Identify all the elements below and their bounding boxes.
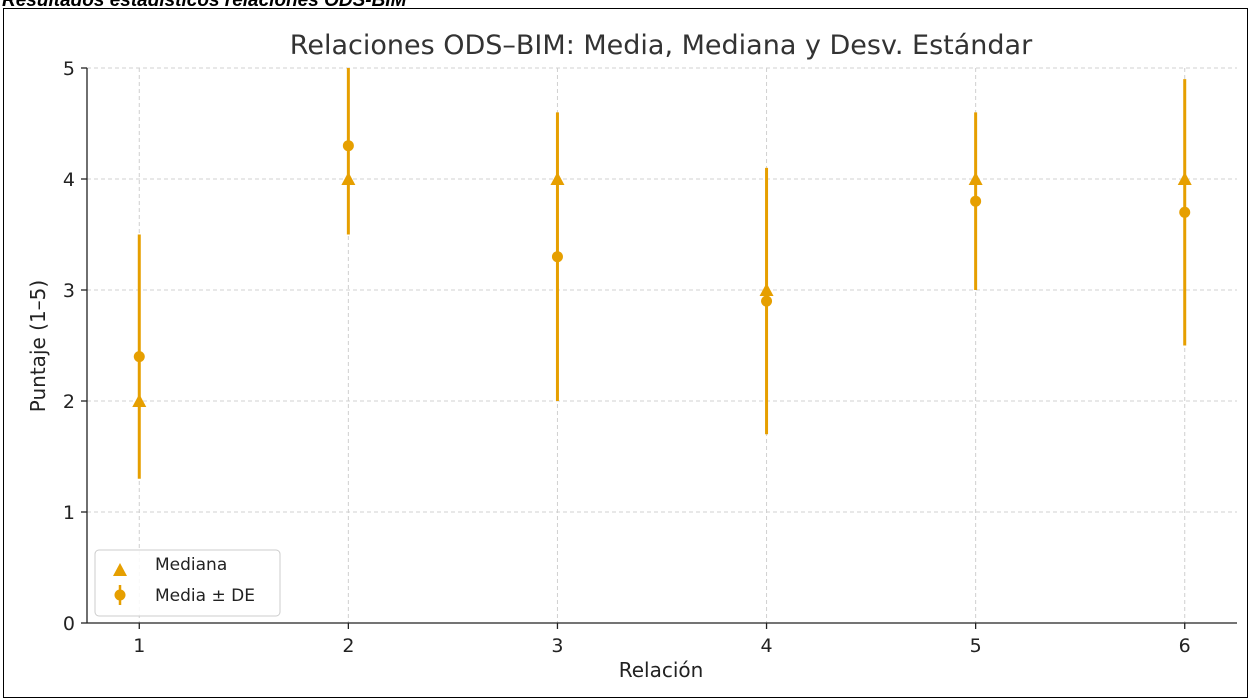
- y-tick-label: 4: [63, 169, 75, 191]
- legend-circle-icon: [114, 589, 126, 601]
- y-tick-label: 2: [63, 391, 75, 413]
- mean-point: [133, 351, 145, 363]
- median-point: [341, 172, 356, 185]
- legend-triangle-icon: [113, 563, 127, 576]
- median-point: [1177, 172, 1192, 185]
- mean-point: [342, 140, 354, 152]
- x-tick-label: 4: [760, 635, 772, 657]
- y-tick-label: 1: [63, 502, 75, 524]
- y-tick-label: 5: [63, 58, 75, 80]
- x-tick-label: 6: [1179, 635, 1191, 657]
- axes: 1 2 3 4 5 6 0 1 2 3 4 5: [63, 58, 1237, 657]
- y-tick-label: 3: [63, 280, 75, 302]
- legend-box: [94, 549, 281, 617]
- figure-caption: Resultados estadísticos relaciones ODS-B…: [2, 0, 407, 11]
- mean-point: [970, 195, 982, 207]
- legend: Mediana Media ± DE: [94, 549, 281, 617]
- chart-title: Relaciones ODS–BIM: Media, Mediana y Des…: [290, 30, 1033, 61]
- x-tick-label: 2: [342, 635, 354, 657]
- figure-frame: [3, 8, 1248, 698]
- mean-point: [1179, 206, 1191, 218]
- mean-point: [551, 251, 563, 263]
- median-point: [759, 283, 774, 296]
- y-axis-label: Puntaje (1–5): [26, 280, 50, 412]
- mean-point: [761, 295, 773, 307]
- y-tick-label: 0: [63, 613, 75, 635]
- median-point: [968, 172, 983, 185]
- x-tick-label: 1: [133, 635, 145, 657]
- median-point: [132, 394, 147, 407]
- x-tick-label: 3: [551, 635, 563, 657]
- x-tick-label: 5: [970, 635, 982, 657]
- legend-label-media: Media ± DE: [155, 586, 255, 606]
- grid: [87, 67, 1237, 624]
- data-marks: [132, 68, 1192, 479]
- x-axis-label: Relación: [619, 658, 704, 682]
- median-point: [550, 172, 565, 185]
- legend-label-mediana: Mediana: [155, 555, 227, 575]
